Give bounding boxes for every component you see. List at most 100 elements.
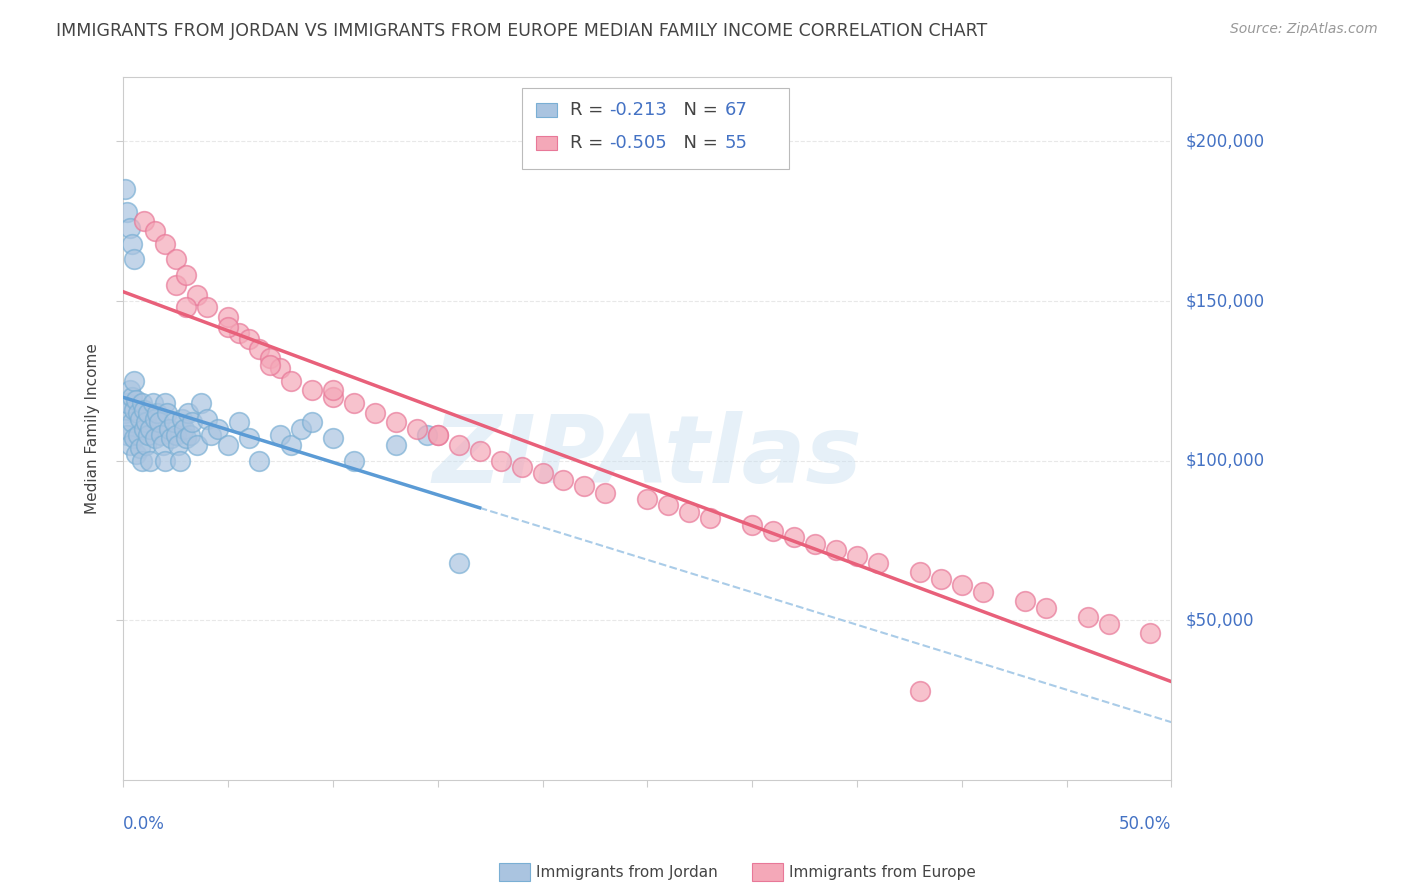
Point	[426, 428, 449, 442]
Point	[170, 412, 193, 426]
Point	[1014, 594, 1036, 608]
Point	[138, 428, 160, 442]
Text: 67: 67	[725, 102, 748, 120]
Point	[259, 351, 281, 366]
Point	[929, 572, 952, 586]
Point	[114, 182, 136, 196]
Point	[195, 412, 218, 426]
Point	[174, 431, 197, 445]
Point	[426, 428, 449, 442]
Point	[416, 428, 439, 442]
Text: Immigrants from Europe: Immigrants from Europe	[789, 865, 976, 880]
Point	[228, 415, 250, 429]
Point	[269, 428, 291, 442]
Text: 0.0%: 0.0%	[124, 815, 165, 833]
Point	[122, 431, 145, 445]
Point	[207, 422, 229, 436]
Point	[148, 415, 170, 429]
Point	[195, 301, 218, 315]
Point	[139, 422, 162, 436]
Point	[121, 415, 143, 429]
Point	[228, 326, 250, 340]
Text: $150,000: $150,000	[1185, 292, 1264, 310]
Point	[217, 438, 239, 452]
Point	[269, 361, 291, 376]
Text: R =: R =	[569, 102, 609, 120]
Point	[160, 431, 183, 445]
Point	[131, 396, 153, 410]
Point	[553, 473, 575, 487]
Point	[122, 374, 145, 388]
Point	[950, 578, 973, 592]
Point	[174, 301, 197, 315]
Text: 55: 55	[725, 134, 748, 152]
Text: $100,000: $100,000	[1185, 451, 1264, 470]
Point	[846, 549, 869, 564]
Point	[186, 438, 208, 452]
Point	[699, 511, 721, 525]
Point	[134, 422, 156, 436]
Point	[217, 310, 239, 324]
Text: N =: N =	[672, 134, 724, 152]
Point	[249, 342, 271, 356]
Point	[531, 467, 554, 481]
FancyBboxPatch shape	[536, 103, 557, 118]
Point	[972, 584, 994, 599]
Point	[468, 444, 491, 458]
Point	[139, 453, 162, 467]
Point	[165, 428, 187, 442]
Point	[238, 431, 260, 445]
Point	[122, 402, 145, 417]
Point	[181, 415, 204, 429]
Point	[343, 453, 366, 467]
Point	[908, 683, 931, 698]
Point	[405, 422, 427, 436]
Point	[152, 438, 174, 452]
Point	[186, 287, 208, 301]
Point	[118, 438, 141, 452]
Point	[121, 390, 143, 404]
Point	[165, 252, 187, 267]
Point	[595, 485, 617, 500]
Point	[741, 517, 763, 532]
Text: Source: ZipAtlas.com: Source: ZipAtlas.com	[1230, 22, 1378, 37]
Point	[173, 422, 195, 436]
Point	[143, 224, 166, 238]
Point	[259, 358, 281, 372]
Text: $200,000: $200,000	[1185, 132, 1264, 151]
Point	[117, 396, 139, 410]
Point	[125, 447, 148, 461]
Text: -0.213: -0.213	[610, 102, 668, 120]
Point	[122, 252, 145, 267]
Point	[384, 415, 406, 429]
Point	[143, 412, 166, 426]
Point	[153, 453, 176, 467]
Text: $50,000: $50,000	[1185, 611, 1254, 630]
Point	[135, 415, 157, 429]
Point	[343, 396, 366, 410]
Point	[162, 415, 184, 429]
Point	[783, 530, 806, 544]
Point	[114, 406, 136, 420]
Point	[762, 524, 785, 538]
Point	[280, 374, 302, 388]
Point	[135, 438, 157, 452]
Text: Immigrants from Jordan: Immigrants from Jordan	[536, 865, 717, 880]
Point	[174, 268, 197, 283]
Point	[145, 406, 167, 420]
Point	[1139, 626, 1161, 640]
Point	[143, 431, 166, 445]
Point	[301, 415, 323, 429]
Point	[200, 428, 222, 442]
Point	[447, 556, 470, 570]
Point	[179, 428, 201, 442]
Point	[290, 422, 312, 436]
FancyBboxPatch shape	[536, 136, 557, 150]
Point	[636, 491, 658, 506]
Point	[825, 543, 848, 558]
Point	[121, 236, 143, 251]
Point	[127, 428, 149, 442]
Point	[169, 453, 191, 467]
FancyBboxPatch shape	[522, 88, 789, 169]
Point	[166, 438, 188, 452]
